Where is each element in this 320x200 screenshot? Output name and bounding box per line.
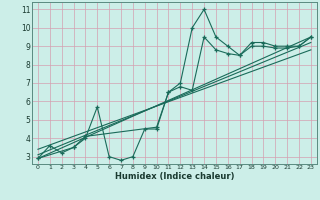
- X-axis label: Humidex (Indice chaleur): Humidex (Indice chaleur): [115, 172, 234, 181]
